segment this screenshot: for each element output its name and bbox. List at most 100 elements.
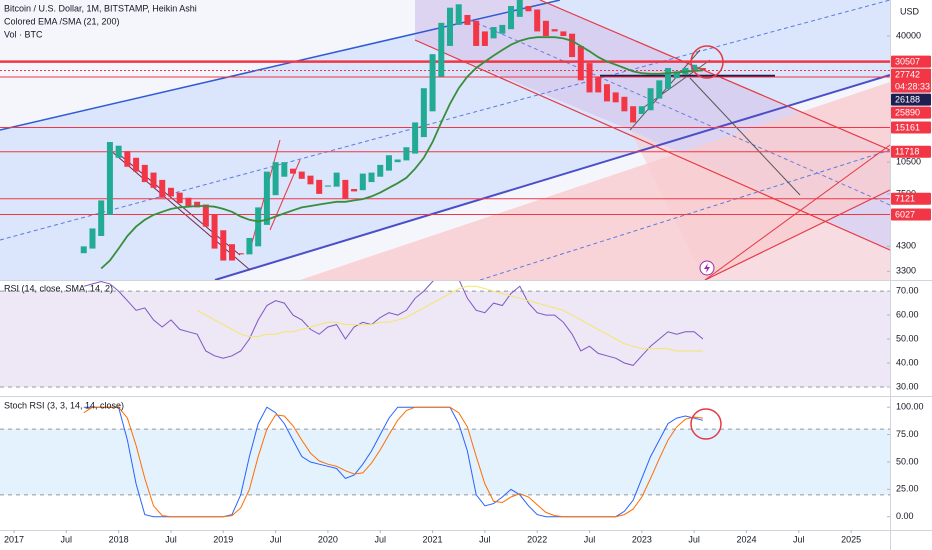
price-label: 7121 (895, 194, 915, 204)
candle (141, 164, 148, 183)
candle (229, 244, 235, 261)
candle (246, 237, 253, 255)
candle (603, 84, 610, 102)
candle (665, 67, 671, 90)
y-tick-label: 3300 (896, 266, 916, 276)
stoch-title: Stoch RSI (3, 3, 14, 14, close) (4, 400, 124, 410)
candle (551, 29, 558, 32)
candle (481, 31, 488, 46)
candle (447, 7, 453, 46)
candle (569, 33, 576, 58)
rsi-title: RSI (14, close, SMA, 14, 2) (4, 283, 113, 293)
candle (612, 92, 619, 103)
pane-0 (0, 0, 890, 272)
series-line (83, 406, 703, 518)
y-tick-label: 50.00 (896, 456, 919, 466)
candle (429, 54, 436, 112)
trend-line (479, 149, 890, 280)
price-label-box (891, 55, 931, 68)
x-tick-label: Jul (793, 534, 805, 544)
x-tick-label: 2018 (109, 534, 129, 544)
y-tick-label: 25.00 (896, 484, 919, 494)
candle (394, 159, 401, 163)
y-tick-label: 30.00 (896, 381, 919, 391)
price-label-box (891, 68, 931, 93)
candle (98, 200, 105, 236)
candle (385, 155, 392, 171)
candle (133, 157, 140, 172)
y-tick-label: 75.00 (896, 429, 919, 439)
candle (577, 45, 584, 81)
candle (542, 20, 549, 37)
candle (237, 253, 244, 255)
x-tick-label: 2022 (527, 534, 547, 544)
trend-line (119, 154, 241, 256)
candle (534, 9, 541, 32)
candle (516, 0, 523, 17)
candle (699, 67, 706, 70)
x-tick-label: Jul (584, 534, 596, 544)
y-tick-label: 10500 (896, 157, 921, 167)
x-tick-label: 2021 (423, 534, 443, 544)
band-fill (0, 429, 890, 495)
candle (220, 230, 227, 261)
price-label-box (891, 93, 931, 106)
candle (691, 64, 698, 72)
band-fill (0, 291, 890, 388)
y-tick-label: 100.00 (896, 402, 924, 412)
candle (167, 187, 174, 197)
candle (473, 20, 480, 46)
candle (281, 162, 288, 177)
x-tick-label: 2024 (736, 534, 756, 544)
series-line (196, 285, 703, 352)
x-tick-label: Jul (270, 534, 282, 544)
highlight-circle (690, 408, 722, 440)
candle (673, 71, 680, 79)
price-label: 26188 (895, 94, 920, 104)
x-tick-label: Jul (374, 534, 386, 544)
y-tick-label: 40000 (896, 30, 921, 40)
x-tick-label: 2020 (318, 534, 338, 544)
price-label-box (891, 208, 931, 221)
drawings (0, 0, 890, 280)
symbol-title: Bitcoin / U.S. Dollar, 1M, BITSTAMP, Hei… (4, 3, 197, 13)
price-label: 30507 (895, 56, 920, 66)
price-label: 27742 (895, 69, 920, 79)
price-label: 15161 (895, 122, 920, 132)
candle (159, 179, 166, 198)
projection-line (689, 77, 801, 196)
candle (324, 185, 331, 187)
pane-1 (0, 281, 890, 388)
candle (438, 22, 445, 77)
candle (630, 106, 637, 123)
candle (586, 63, 593, 93)
candle (115, 145, 122, 158)
x-tick-label: 2023 (632, 534, 652, 544)
x-tick-label: Jul (479, 534, 491, 544)
event-icon-bolt (704, 263, 710, 273)
label-layer: 3300430075001050040000305072774204:28:33… (4, 30, 931, 544)
candle (194, 201, 201, 208)
candle (638, 106, 645, 114)
x-tick-label: 2019 (213, 534, 233, 544)
candle (508, 5, 515, 30)
y-tick-label: 60.00 (896, 309, 919, 319)
candle (420, 88, 427, 138)
candle (377, 164, 384, 177)
y-tick-label: 40.00 (896, 357, 919, 367)
x-tick-label: Jul (61, 534, 73, 544)
candle (351, 188, 358, 192)
candle (656, 80, 663, 99)
price-label-box (891, 121, 931, 134)
candle (464, 14, 471, 25)
price-label-box (891, 106, 931, 119)
candle (307, 175, 314, 185)
channel-line (704, 189, 890, 280)
candle (298, 171, 305, 179)
highlight-circle (690, 45, 724, 79)
y-tick-label: 50.00 (896, 333, 919, 343)
candle (185, 197, 192, 206)
candle (211, 214, 218, 249)
candle (647, 88, 654, 111)
